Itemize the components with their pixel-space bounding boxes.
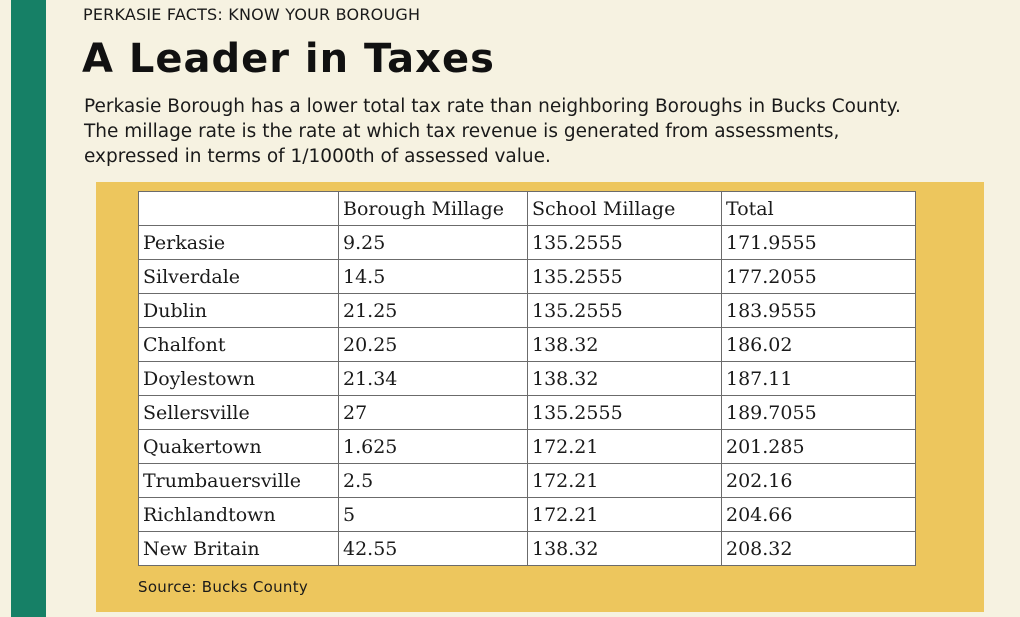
borough-millage-cell: 20.25	[338, 327, 528, 362]
header-cell-borough-millage: Borough Millage	[338, 191, 528, 226]
table-row: Richlandtown 5 172.21 204.66	[138, 497, 916, 532]
school-millage-cell: 135.2555	[527, 395, 722, 430]
school-millage-cell: 172.21	[527, 429, 722, 464]
school-millage-cell: 172.21	[527, 497, 722, 532]
table-panel: Borough Millage School Millage Total Per…	[96, 182, 984, 612]
borough-millage-cell: 9.25	[338, 225, 528, 260]
municipality-cell: Doylestown	[138, 361, 339, 396]
kicker: PERKASIE FACTS: KNOW YOUR BOROUGH	[83, 5, 421, 24]
total-cell: 201.285	[721, 429, 916, 464]
total-cell: 187.11	[721, 361, 916, 396]
school-millage-cell: 172.21	[527, 463, 722, 498]
borough-millage-cell: 42.55	[338, 531, 528, 566]
table-row: Silverdale 14.5 135.2555 177.2055	[138, 259, 916, 294]
intro-line: expressed in terms of 1/1000th of assess…	[84, 146, 551, 167]
municipality-cell: New Britain	[138, 531, 339, 566]
total-cell: 204.66	[721, 497, 916, 532]
total-cell: 202.16	[721, 463, 916, 498]
table-row: New Britain 42.55 138.32 208.32	[138, 531, 916, 566]
intro-line: The millage rate is the rate at which ta…	[84, 121, 840, 142]
total-cell: 189.7055	[721, 395, 916, 430]
municipality-cell: Dublin	[138, 293, 339, 328]
school-millage-cell: 135.2555	[527, 259, 722, 294]
municipality-cell: Trumbauersville	[138, 463, 339, 498]
municipality-cell: Chalfont	[138, 327, 339, 362]
table-row: Perkasie 9.25 135.2555 171.9555	[138, 225, 916, 260]
table-header-row: Borough Millage School Millage Total	[138, 191, 916, 226]
total-cell: 186.02	[721, 327, 916, 362]
header-cell-school-millage: School Millage	[527, 191, 722, 226]
borough-millage-cell: 5	[338, 497, 528, 532]
total-cell: 171.9555	[721, 225, 916, 260]
borough-millage-cell: 21.25	[338, 293, 528, 328]
school-millage-cell: 138.32	[527, 531, 722, 566]
table-row: Trumbauersville 2.5 172.21 202.16	[138, 463, 916, 498]
municipality-cell: Sellersville	[138, 395, 339, 430]
intro-text: Perkasie Borough has a lower total tax r…	[84, 94, 994, 169]
table-row: Dublin 21.25 135.2555 183.9555	[138, 293, 916, 328]
table-row: Doylestown 21.34 138.32 187.11	[138, 361, 916, 396]
total-cell: 177.2055	[721, 259, 916, 294]
municipality-cell: Quakertown	[138, 429, 339, 464]
school-millage-cell: 135.2555	[527, 293, 722, 328]
total-cell: 208.32	[721, 531, 916, 566]
borough-millage-cell: 27	[338, 395, 528, 430]
borough-millage-cell: 21.34	[338, 361, 528, 396]
header-cell-total: Total	[721, 191, 916, 226]
accent-bar	[11, 0, 46, 617]
millage-table: Borough Millage School Millage Total Per…	[138, 191, 916, 566]
header-cell-municipality	[138, 191, 339, 226]
municipality-cell: Perkasie	[138, 225, 339, 260]
page-title: A Leader in Taxes	[82, 36, 495, 82]
table-row: Chalfont 20.25 138.32 186.02	[138, 327, 916, 362]
borough-millage-cell: 2.5	[338, 463, 528, 498]
school-millage-cell: 138.32	[527, 327, 722, 362]
table-row: Quakertown 1.625 172.21 201.285	[138, 429, 916, 464]
borough-millage-cell: 1.625	[338, 429, 528, 464]
total-cell: 183.9555	[721, 293, 916, 328]
municipality-cell: Silverdale	[138, 259, 339, 294]
municipality-cell: Richlandtown	[138, 497, 339, 532]
source-note: Source: Bucks County	[138, 578, 309, 596]
school-millage-cell: 138.32	[527, 361, 722, 396]
school-millage-cell: 135.2555	[527, 225, 722, 260]
intro-line: Perkasie Borough has a lower total tax r…	[84, 96, 901, 117]
table-row: Sellersville 27 135.2555 189.7055	[138, 395, 916, 430]
borough-millage-cell: 14.5	[338, 259, 528, 294]
